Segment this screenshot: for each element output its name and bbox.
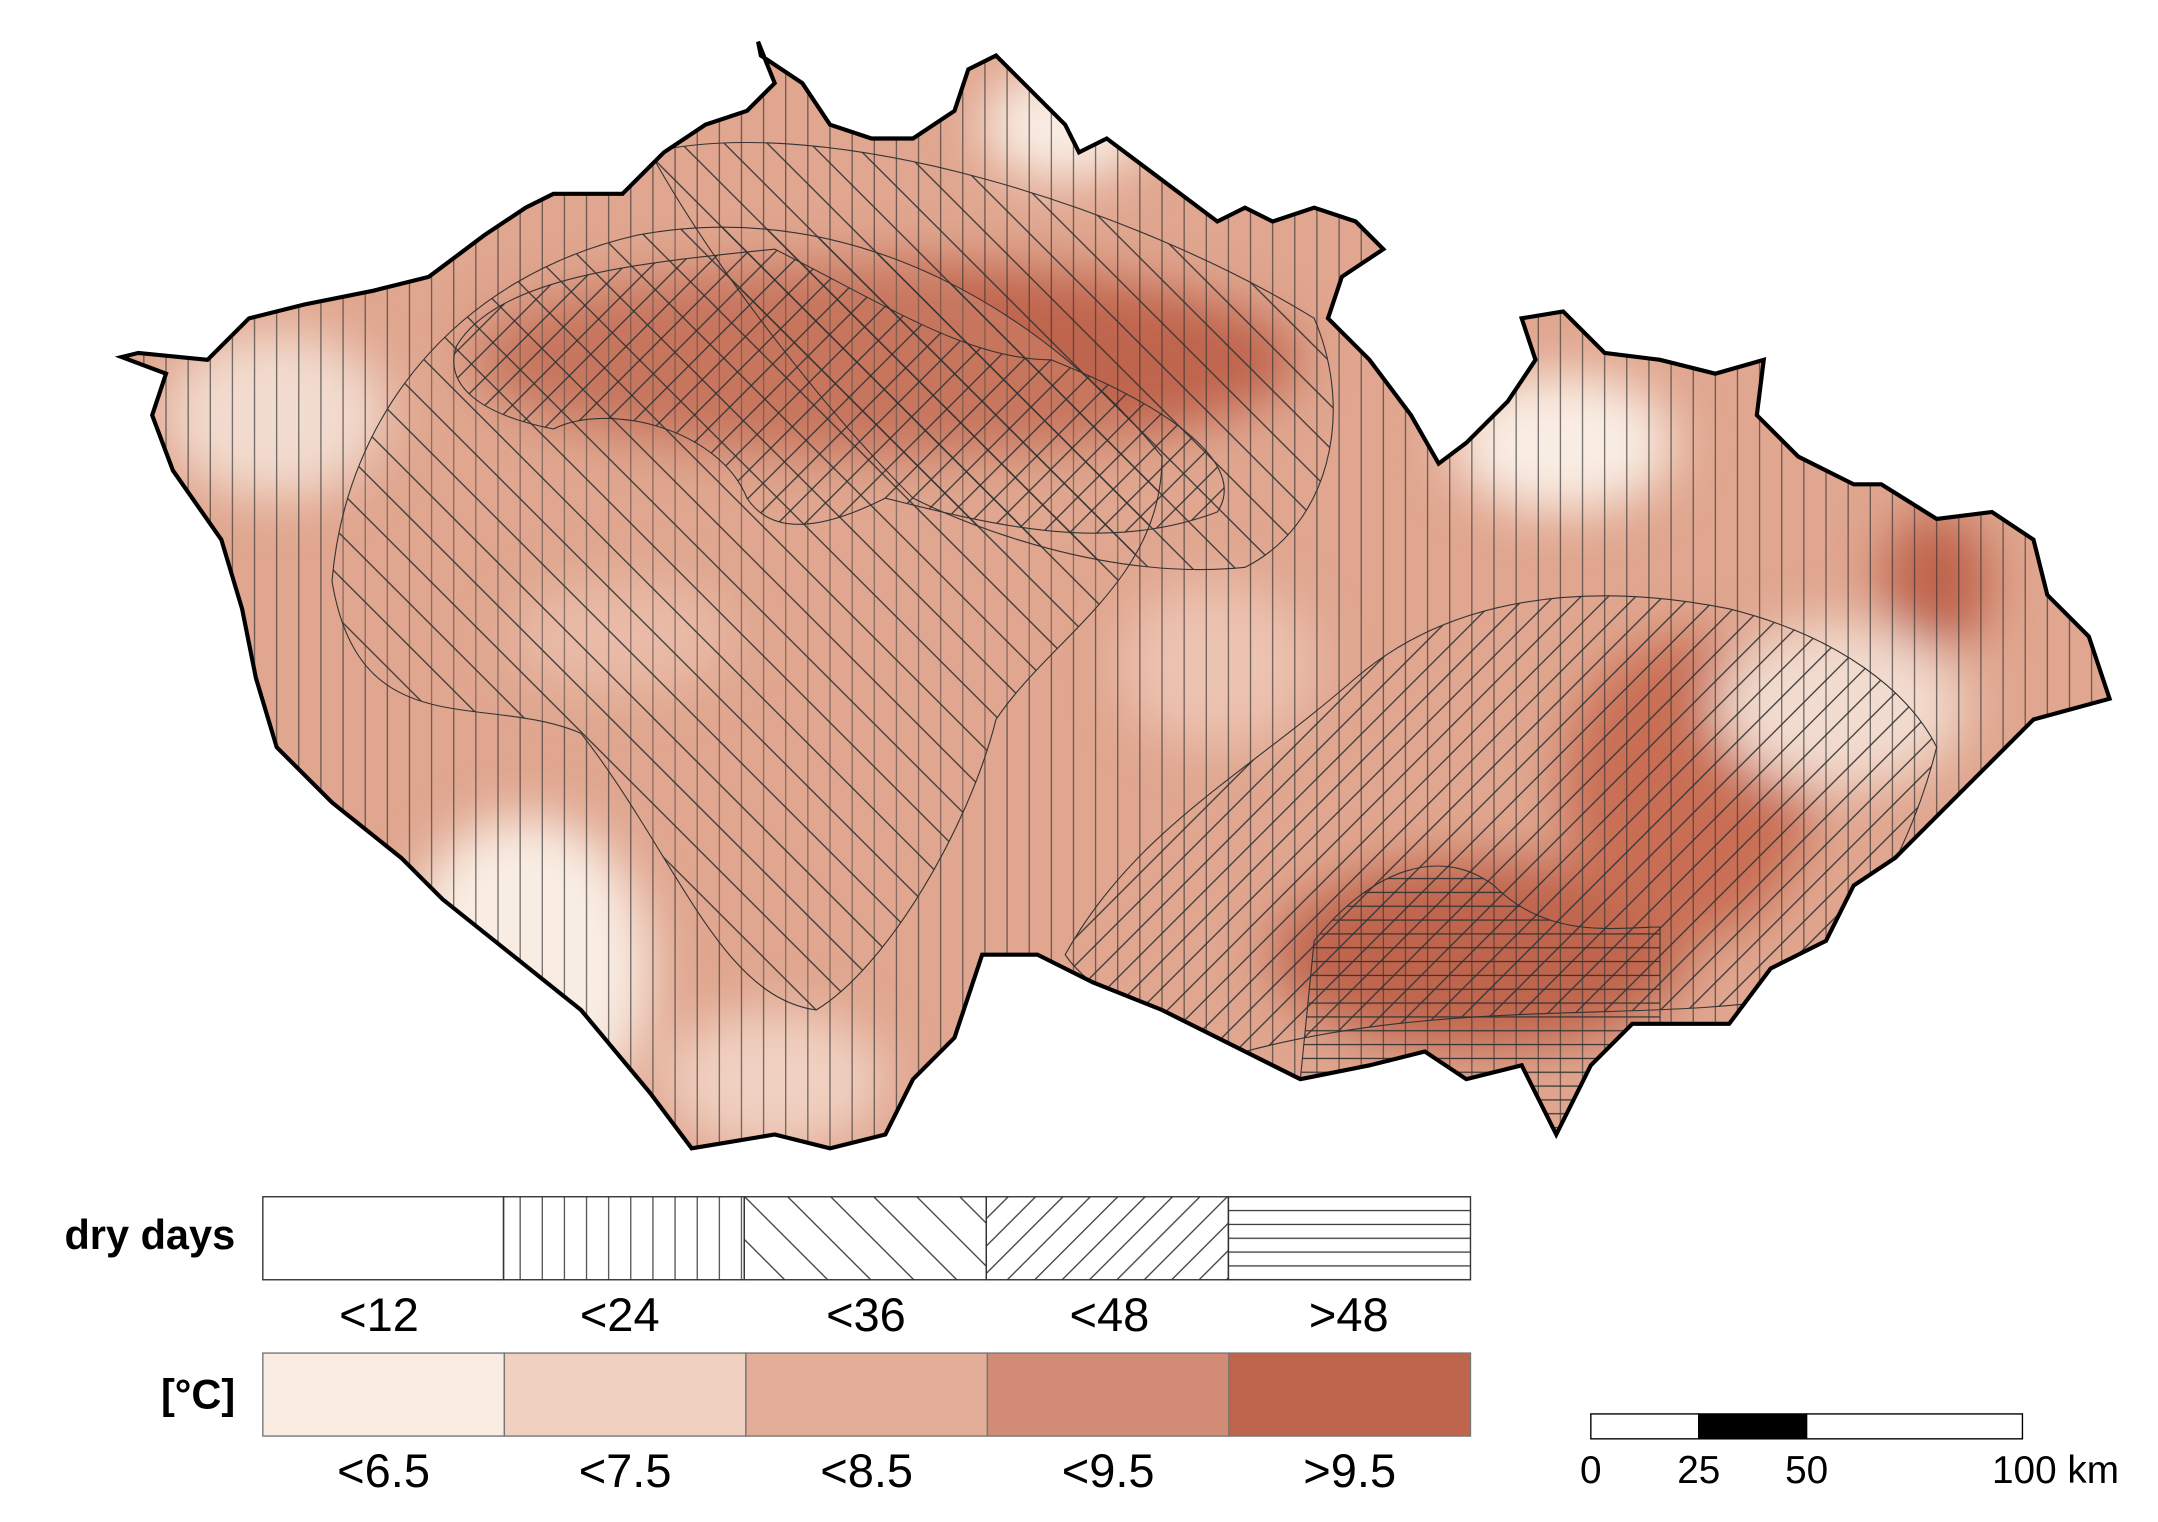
legend-label: <7.5 [579,1444,672,1497]
legend-label: <24 [580,1288,660,1341]
legend-label: <12 [339,1288,419,1341]
scale-segment [1590,1413,1700,1440]
scale-bar: 0 25 50 100 km [1580,1413,2119,1492]
legend-title: [°C] [161,1370,235,1417]
legend-label: <6.5 [337,1444,430,1497]
scale-segment [1805,1413,2024,1440]
legend-swatch [502,1196,745,1281]
legend-label: <36 [826,1288,906,1341]
dry-days-legend: dry days <12 <24 <36 <48 >48 [64,1196,1472,1341]
legend-swatch [745,1352,989,1437]
legend-title: dry days [64,1211,235,1258]
scale-label: 50 [1785,1449,1828,1492]
legend-swatch [262,1196,505,1281]
legend-swatch [985,1196,1230,1281]
temperature-legend: [°C] <6.5 <7.5 <8.5 <9.5 >9.5 [161,1352,1472,1497]
map-area [121,41,2110,1149]
scale-segment [1698,1413,1808,1440]
legend-swatch [1228,1352,1472,1437]
legend-label: <48 [1070,1288,1150,1341]
legend-swatch [743,1196,988,1281]
legend-label: >48 [1309,1288,1389,1341]
legend-label: <9.5 [1062,1444,1155,1497]
legend-swatch [262,1352,506,1437]
scale-label: 25 [1677,1449,1720,1492]
scale-label: 100 km [1992,1449,2119,1492]
legend-swatch [986,1352,1230,1437]
legend-swatch [503,1352,747,1437]
legend-label: >9.5 [1303,1444,1396,1497]
legend-swatch [1227,1196,1472,1281]
scale-label: 0 [1580,1449,1602,1492]
legend-label: <8.5 [820,1444,913,1497]
